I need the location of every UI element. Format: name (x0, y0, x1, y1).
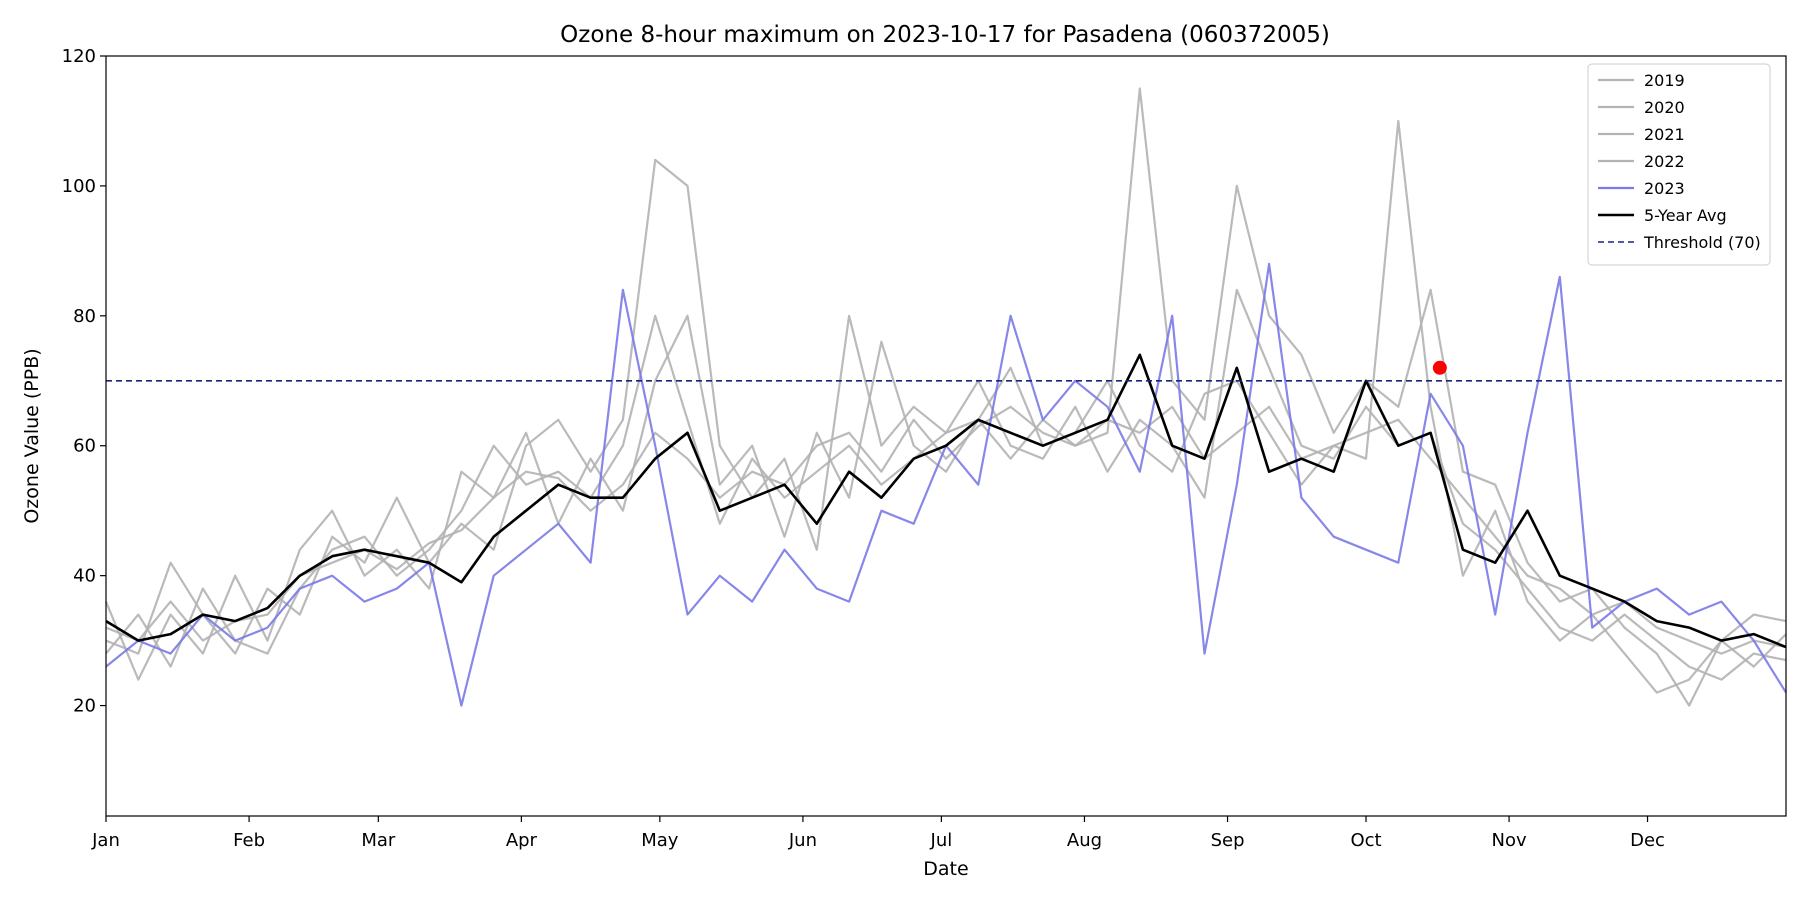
x-tick-label: Dec (1630, 830, 1665, 851)
legend-label: Threshold (70) (1643, 233, 1761, 252)
series-line-5-year-avg (105, 353, 1787, 649)
y-tick-label: 80 (73, 306, 96, 327)
x-tick-label: May (641, 830, 679, 851)
highlight-point (1432, 360, 1447, 375)
x-tick-label: Jul (930, 830, 953, 851)
legend-label: 2023 (1644, 179, 1685, 198)
x-tick-label: Oct (1350, 830, 1381, 851)
y-axis-label: Ozone Value (PPB) (21, 348, 43, 523)
x-tick-label: Sep (1211, 830, 1245, 851)
y-axis: 20 40 60 80 100 120 (62, 46, 106, 717)
series-line-2021 (104, 119, 1787, 694)
legend-label: 2020 (1644, 98, 1685, 117)
plot-frame (105, 55, 1787, 817)
legend-label: 2022 (1644, 152, 1685, 171)
x-tick-label: Feb (233, 830, 265, 851)
legend-label: 5-Year Avg (1644, 206, 1727, 225)
x-tick-label: Mar (361, 830, 396, 851)
legend: 2019 2020 2021 2022 2023 5-Year Avg Threshold … (1587, 63, 1771, 266)
legend-label: 2019 (1644, 71, 1685, 90)
series-line-2022 (105, 87, 1787, 707)
y-tick-label: 120 (62, 46, 96, 67)
y-tick-label: 60 (73, 436, 96, 457)
x-tick-label: Jan (91, 830, 120, 851)
y-tick-label: 20 (73, 696, 96, 717)
y-tick-label: 40 (73, 566, 96, 587)
legend-label: 2021 (1644, 125, 1685, 144)
y-tick-label: 100 (62, 176, 96, 197)
x-axis-label: Date (923, 858, 968, 880)
x-tick-label: Apr (506, 830, 538, 851)
plot-area (104, 87, 1787, 707)
x-tick-label: Nov (1492, 830, 1527, 851)
x-tick-label: Aug (1067, 830, 1102, 851)
chart-title: Ozone 8-hour maximum on 2023-10-17 for P… (560, 22, 1330, 48)
x-axis: Jan Feb Mar Apr May Jun Jul Aug Sep Oct Nov Dec (91, 816, 1665, 851)
x-tick-label: Jun (788, 830, 817, 851)
